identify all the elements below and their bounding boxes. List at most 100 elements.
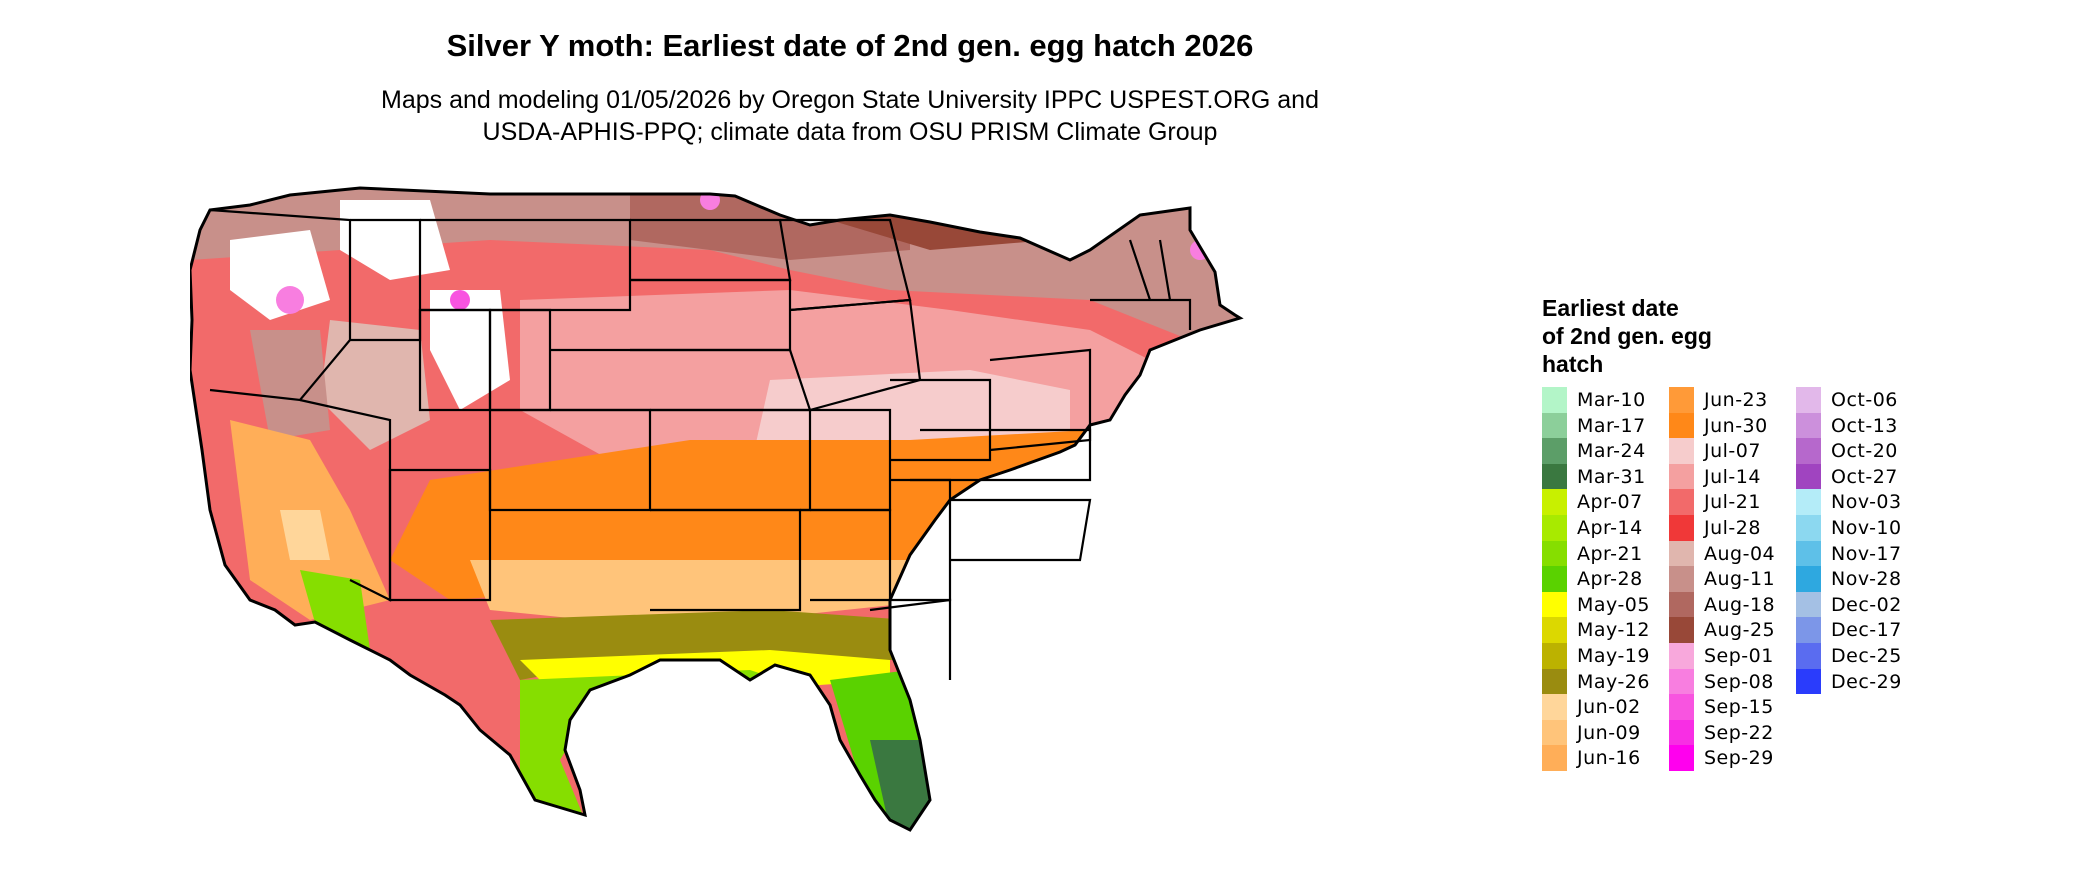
legend-label: Sep-01 bbox=[1704, 645, 1774, 667]
legend-label: Nov-10 bbox=[1831, 517, 1902, 539]
legend-label: May-19 bbox=[1577, 645, 1650, 667]
us-map bbox=[190, 186, 1242, 832]
legend-swatch bbox=[1669, 566, 1694, 592]
legend-item: Sep-29 bbox=[1669, 745, 1799, 771]
legend-item: Dec-29 bbox=[1796, 668, 1926, 695]
legend-swatch bbox=[1669, 412, 1694, 439]
legend-label: Jun-30 bbox=[1704, 414, 1768, 437]
legend-label: May-05 bbox=[1577, 593, 1650, 616]
legend-swatch bbox=[1542, 617, 1567, 643]
legend-item: Nov-17 bbox=[1796, 540, 1926, 567]
legend-swatch bbox=[1542, 643, 1567, 669]
legend-item: Oct-20 bbox=[1796, 438, 1926, 464]
legend-item: Mar-10 bbox=[1542, 387, 1672, 413]
legend-label: Apr-21 bbox=[1577, 542, 1643, 565]
legend-label: Dec-25 bbox=[1831, 645, 1902, 667]
legend-swatch bbox=[1669, 591, 1694, 618]
legend-label: Oct-20 bbox=[1831, 440, 1898, 463]
legend-swatch bbox=[1542, 668, 1567, 695]
legend-swatch bbox=[1796, 540, 1821, 567]
legend-item: Oct-06 bbox=[1796, 387, 1926, 413]
legend-item: Jul-14 bbox=[1669, 463, 1799, 490]
legend-label: Jul-28 bbox=[1704, 517, 1761, 539]
legend-item: Dec-02 bbox=[1796, 591, 1926, 618]
legend-swatch bbox=[1796, 591, 1821, 618]
legend-swatch bbox=[1669, 515, 1694, 541]
legend-label: Jun-16 bbox=[1577, 747, 1641, 770]
legend-item: Jul-28 bbox=[1669, 515, 1799, 541]
legend-swatch bbox=[1669, 617, 1694, 643]
legend-item: Jun-09 bbox=[1542, 719, 1672, 746]
legend-swatch bbox=[1542, 591, 1567, 618]
legend-swatch bbox=[1669, 540, 1694, 567]
legend-item: Jul-21 bbox=[1669, 489, 1799, 515]
legend-swatch bbox=[1542, 412, 1567, 439]
legend-swatch bbox=[1796, 463, 1821, 490]
legend-swatch bbox=[1542, 438, 1567, 464]
legend-swatch bbox=[1669, 745, 1694, 771]
legend-label: Sep-15 bbox=[1704, 696, 1774, 719]
legend-swatch bbox=[1796, 566, 1821, 592]
legend-label: Jul-14 bbox=[1704, 465, 1761, 488]
legend-label: Aug-25 bbox=[1704, 619, 1776, 642]
legend-label: Aug-11 bbox=[1704, 568, 1776, 591]
legend-item: Dec-25 bbox=[1796, 643, 1926, 669]
legend-label: Oct-27 bbox=[1831, 465, 1898, 488]
legend-item: May-19 bbox=[1542, 643, 1672, 669]
legend-item: Dec-17 bbox=[1796, 617, 1926, 643]
legend-swatch bbox=[1669, 719, 1694, 746]
legend-label: Nov-28 bbox=[1831, 568, 1902, 591]
map-subtitle: Maps and modeling 01/05/2026 by Oregon S… bbox=[0, 84, 1700, 148]
legend-item: Aug-25 bbox=[1669, 617, 1799, 643]
legend-label: May-12 bbox=[1577, 619, 1650, 642]
legend-label: Nov-17 bbox=[1831, 542, 1902, 565]
legend-label: Oct-06 bbox=[1831, 389, 1898, 411]
legend-label: Jun-02 bbox=[1577, 696, 1641, 719]
legend-label: May-26 bbox=[1577, 670, 1650, 693]
legend-item: Sep-08 bbox=[1669, 668, 1799, 695]
legend-item: May-12 bbox=[1542, 617, 1672, 643]
legend-item: Sep-01 bbox=[1669, 643, 1799, 669]
legend-label: Nov-03 bbox=[1831, 491, 1902, 514]
legend-item: Aug-04 bbox=[1669, 540, 1799, 567]
legend-swatch bbox=[1796, 643, 1821, 669]
legend-label: Mar-10 bbox=[1577, 389, 1646, 411]
legend-swatch bbox=[1542, 515, 1567, 541]
legend-label: Mar-17 bbox=[1577, 414, 1646, 437]
state-boundaries bbox=[209, 208, 1192, 680]
legend-swatch bbox=[1669, 438, 1694, 464]
legend-swatch bbox=[1796, 617, 1821, 643]
legend-swatch bbox=[1542, 745, 1567, 771]
legend-swatch bbox=[1542, 694, 1567, 720]
legend-item: Mar-24 bbox=[1542, 438, 1672, 464]
legend-item: Mar-17 bbox=[1542, 412, 1672, 439]
legend-label: Dec-17 bbox=[1831, 619, 1902, 642]
legend-item: Oct-27 bbox=[1796, 463, 1926, 490]
legend-title-line-1: Earliest date bbox=[1542, 295, 1679, 321]
legend-swatch bbox=[1669, 489, 1694, 515]
legend-label: Apr-14 bbox=[1577, 517, 1643, 539]
legend-item: Jul-07 bbox=[1669, 438, 1799, 464]
legend-swatch bbox=[1796, 515, 1821, 541]
legend-item: Aug-11 bbox=[1669, 566, 1799, 592]
legend-item: Nov-28 bbox=[1796, 566, 1926, 592]
legend-label: Mar-31 bbox=[1577, 465, 1646, 488]
legend-title-line-2: of 2nd gen. egg bbox=[1542, 323, 1712, 349]
legend-label: Dec-29 bbox=[1831, 670, 1902, 693]
legend-item: Sep-15 bbox=[1669, 694, 1799, 720]
legend-item: Jun-02 bbox=[1542, 694, 1672, 720]
legend-swatch bbox=[1669, 463, 1694, 490]
legend-label: Mar-24 bbox=[1577, 440, 1646, 463]
legend-item: May-26 bbox=[1542, 668, 1672, 695]
legend-item: Nov-10 bbox=[1796, 515, 1926, 541]
legend-label: Sep-08 bbox=[1704, 670, 1774, 693]
legend-item: Apr-21 bbox=[1542, 540, 1672, 567]
subtitle-line-1: Maps and modeling 01/05/2026 by Oregon S… bbox=[381, 86, 1319, 114]
legend-label: Dec-02 bbox=[1831, 593, 1902, 616]
legend-item: Sep-22 bbox=[1669, 719, 1799, 746]
subtitle-line-2: USDA-APHIS-PPQ; climate data from OSU PR… bbox=[482, 118, 1218, 146]
legend-label: Sep-22 bbox=[1704, 721, 1774, 744]
legend-item: Aug-18 bbox=[1669, 591, 1799, 618]
legend-swatch bbox=[1542, 463, 1567, 490]
legend-swatch bbox=[1796, 387, 1821, 413]
